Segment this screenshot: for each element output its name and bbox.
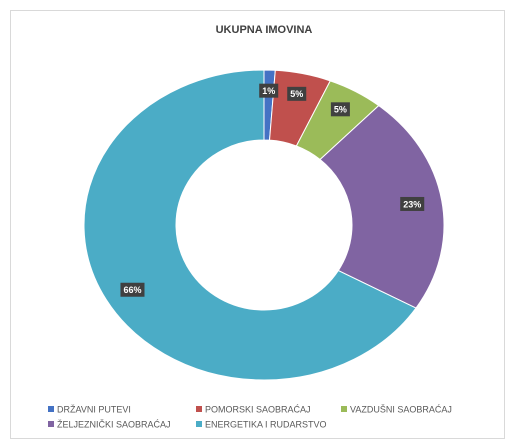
data-label-box <box>287 86 307 101</box>
data-label-text: 5% <box>334 105 347 115</box>
legend-swatch <box>196 421 202 427</box>
data-label: 1% <box>259 83 279 98</box>
data-label-box <box>120 282 145 297</box>
legend-label: ENERGETIKA I RUDARSTVO <box>205 419 327 429</box>
data-label-text: 23% <box>403 199 421 209</box>
legend-label: ŽELJEZNIČKI SAOBRAĆAJ <box>57 419 171 429</box>
legend-label: DRŽAVNI PUTEVI <box>57 404 131 414</box>
donut-slice <box>319 104 445 309</box>
legend-swatch <box>48 406 54 412</box>
legend-swatch <box>196 406 202 412</box>
data-label: 5% <box>330 102 350 117</box>
legend-swatch <box>48 421 54 427</box>
legend-swatch <box>341 406 347 412</box>
data-label-box <box>330 102 350 117</box>
chart-title: UKUPNA IMOVINA <box>216 24 313 36</box>
data-label-text: 5% <box>290 89 303 99</box>
data-label: 5% <box>287 86 307 101</box>
donut-slice <box>83 69 417 381</box>
data-label-text: 1% <box>262 86 275 96</box>
data-label: 23% <box>400 196 425 211</box>
data-label: 66% <box>120 282 145 297</box>
legend-label: POMORSKI SAOBRAĆAJ <box>205 404 311 414</box>
data-label-box <box>259 83 279 98</box>
data-label-box <box>400 196 425 211</box>
data-label-text: 66% <box>123 285 141 295</box>
legend-label: VAZDUŠNI SAOBRAĆAJ <box>350 404 452 414</box>
